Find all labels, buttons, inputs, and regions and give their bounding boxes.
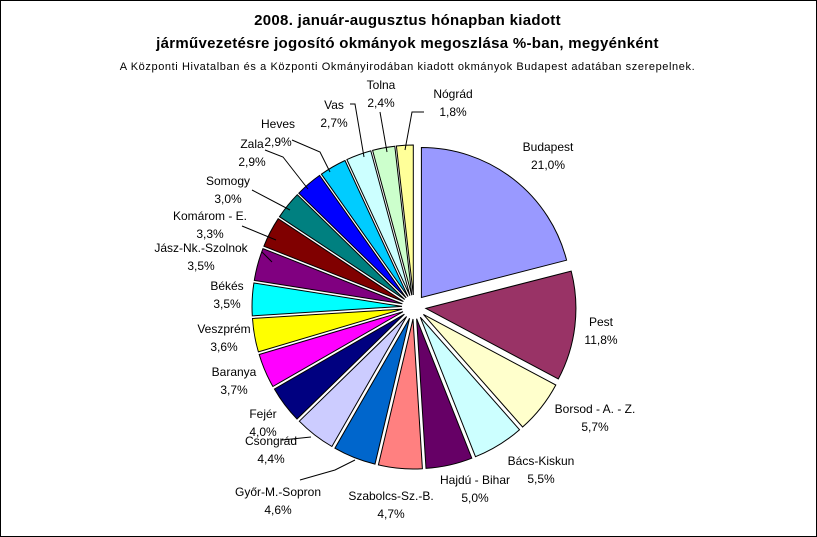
slice-label-csongrad: Csongrád xyxy=(245,434,297,448)
chart-subtitle: A Központi Hivatalban és a Központi Okmá… xyxy=(119,61,696,73)
slice-label-jasz-nk-szolnok: Jász-Nk.-Szolnok xyxy=(154,241,248,255)
slice-label-somogy: Somogy xyxy=(206,174,250,188)
pie-slice-csongrad xyxy=(298,316,408,448)
slice-label-bacs-kiskun: Bács-Kiskun xyxy=(508,454,575,468)
slice-label-vas: Vas xyxy=(324,98,344,112)
slice-label-komarom-e: Komárom - E. xyxy=(173,209,247,223)
slice-label-tolna: Tolna xyxy=(367,78,396,92)
leader-line-heves xyxy=(291,139,331,173)
slice-value-heves: 2,9% xyxy=(264,135,292,149)
pie-slice-pest xyxy=(424,270,577,380)
leader-line-csongrad xyxy=(281,436,312,441)
chart-title-line2: járművezetésre jogosító okmányok megoszl… xyxy=(156,35,659,52)
pie-slice-hajdu-bihar xyxy=(416,318,473,469)
leader-line-zala xyxy=(264,149,309,190)
slice-value-budapest: 21,0% xyxy=(531,158,565,172)
pie-slice-fejer xyxy=(273,313,405,420)
leader-line-jasz-nk-szolnok xyxy=(261,251,273,263)
pie-slice-szabolcs-sz-b xyxy=(377,318,423,470)
leader-line-gyor-m-sopron xyxy=(299,459,356,481)
slice-value-borsod-a-z: 5,7% xyxy=(581,420,609,434)
leader-line-somogy xyxy=(251,189,291,211)
pie-slice-vas xyxy=(346,150,411,296)
pie-slice-jasz-nk-szolnok xyxy=(253,247,403,305)
slice-value-hajdu-bihar: 5,0% xyxy=(461,491,489,505)
slice-value-pest: 11,8% xyxy=(584,333,617,347)
pie-slice-baranya xyxy=(258,311,404,388)
chart-title: 2008. január-augusztus hónapban kiadott xyxy=(254,12,561,29)
pie-slice-nograd xyxy=(395,144,414,296)
slice-value-bacs-kiskun: 5,5% xyxy=(527,472,555,486)
slice-value-baranya: 3,7% xyxy=(220,383,248,397)
pie-slice-veszprem xyxy=(251,308,403,353)
slice-label-borsod-a-z: Borsod - A. - Z. xyxy=(555,402,636,416)
slice-value-csongrad: 4,4% xyxy=(257,452,285,466)
slice-label-hajdu-bihar: Hajdú - Bihar xyxy=(440,473,510,487)
slice-label-szabolcs-sz-b: Szabolcs-Sz.-B. xyxy=(348,489,433,503)
pie-slice-komarom-e xyxy=(263,218,404,302)
slice-value-gyor-m-sopron: 4,6% xyxy=(264,503,292,517)
pie-slice-bacs-kiskun xyxy=(419,316,521,458)
leader-line-vas xyxy=(350,103,365,158)
slice-label-zala: Zala xyxy=(240,137,264,151)
slice-value-jasz-nk-szolnok: 3,5% xyxy=(187,259,215,273)
slice-label-baranya: Baranya xyxy=(212,365,257,379)
slice-value-somogy: 3,0% xyxy=(214,192,242,206)
slice-value-veszprem: 3,6% xyxy=(210,340,238,354)
slice-label-nograd: Nógrád xyxy=(433,87,472,101)
slice-label-fejer: Fejér xyxy=(249,407,276,421)
slice-label-gyor-m-sopron: Győr-M.-Sopron xyxy=(235,485,321,499)
slice-label-veszprem: Veszprém xyxy=(197,322,250,336)
pie-slice-bekes xyxy=(251,282,403,317)
slice-value-nograd: 1,8% xyxy=(439,105,467,119)
slice-value-fejer: 4,0% xyxy=(249,425,277,439)
pie-slice-tolna xyxy=(371,145,413,296)
leader-line-komarom-e xyxy=(241,225,277,241)
pie-slice-borsod-a-z xyxy=(423,313,557,428)
slice-label-budapest: Budapest xyxy=(523,140,574,154)
pie-slice-somogy xyxy=(278,193,406,300)
pie-slice-gyor-m-sopron xyxy=(334,317,411,465)
slice-value-bekes: 3,5% xyxy=(213,297,241,311)
slice-value-tolna: 2,4% xyxy=(367,96,395,110)
slice-label-heves: Heves xyxy=(261,117,295,131)
pie-slice-budapest xyxy=(420,146,568,299)
slice-label-pest: Pest xyxy=(589,315,614,329)
slice-label-bekes: Békés xyxy=(210,279,243,293)
leader-line-nograd xyxy=(404,111,424,151)
slice-value-vas: 2,7% xyxy=(320,116,348,130)
slice-value-szabolcs-sz-b: 4,7% xyxy=(377,507,405,521)
slice-value-komarom-e: 3,3% xyxy=(196,227,224,241)
pie-slice-heves xyxy=(320,159,409,297)
pie-slice-zala xyxy=(298,174,407,299)
leader-line-tolna xyxy=(379,111,388,153)
slice-value-zala: 2,9% xyxy=(238,155,266,169)
